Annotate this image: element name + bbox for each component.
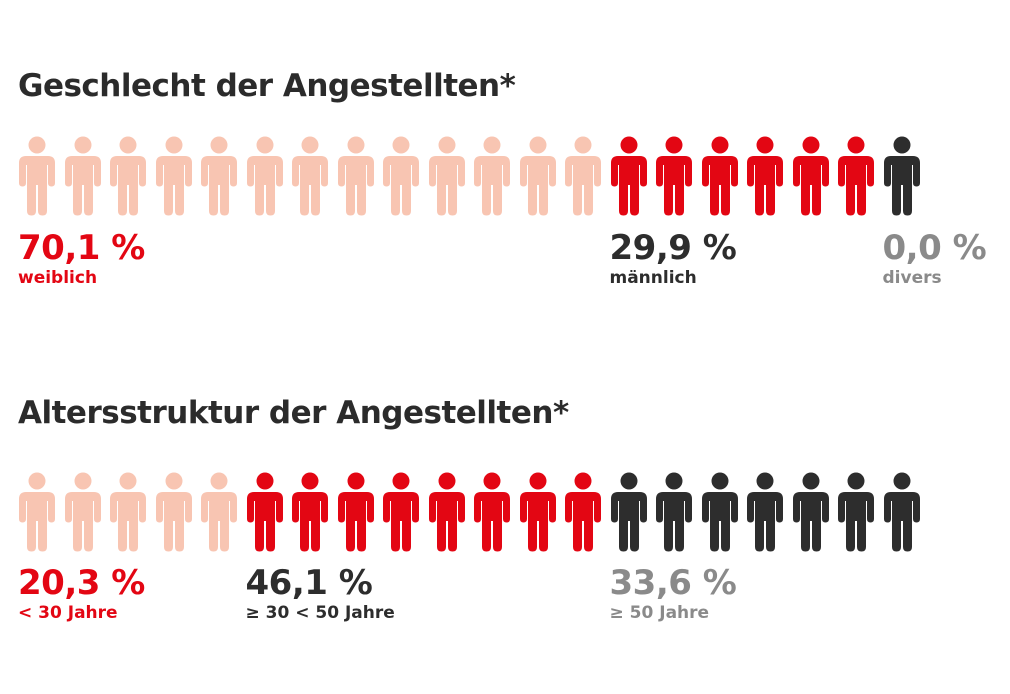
percentage-value: 33,6 %: [609, 563, 737, 603]
person-icon: [747, 136, 783, 216]
person-icon: [155, 136, 192, 216]
person-icon: [428, 136, 465, 216]
person-icon: [201, 472, 237, 552]
category-label: < 30 Jahre: [18, 603, 118, 623]
percentage-value: 0,0 %: [882, 228, 987, 268]
category-label: ≥ 30 < 50 Jahre: [245, 603, 395, 623]
percentage-value: 29,9 %: [609, 228, 737, 268]
gender-icon-row: [18, 136, 998, 216]
person-icon: [110, 472, 146, 552]
person-icon: [565, 136, 601, 216]
person-icon: [519, 136, 556, 216]
person-icon: [383, 472, 419, 552]
person-icon: [792, 472, 829, 552]
person-icon: [519, 472, 556, 552]
age-chart-title: Altersstruktur der Angestellten*: [18, 395, 569, 431]
category-label: weiblich: [18, 268, 98, 288]
person-icon: [747, 472, 783, 552]
person-icon: [838, 472, 874, 552]
person-icon: [701, 136, 738, 216]
percentage-value: 46,1 %: [245, 563, 373, 603]
person-icon: [337, 136, 374, 216]
person-icon: [883, 136, 920, 216]
person-icon: [656, 136, 692, 216]
person-icon: [474, 472, 510, 552]
person-icon: [383, 136, 419, 216]
person-icon: [246, 136, 283, 216]
person-icon: [565, 472, 601, 552]
person-icon: [64, 472, 101, 552]
person-icon: [337, 472, 374, 552]
age-icon-row: [18, 472, 998, 552]
category-label: männlich: [609, 268, 697, 288]
person-icon: [838, 136, 874, 216]
person-icon: [19, 136, 55, 216]
person-icon: [110, 136, 146, 216]
person-icon: [474, 136, 510, 216]
category-label: divers: [882, 268, 942, 288]
person-icon: [19, 472, 55, 552]
percentage-value: 20,3 %: [18, 563, 145, 603]
person-icon: [155, 472, 192, 552]
gender-chart-title: Geschlecht der Angestellten*: [18, 68, 516, 104]
category-label: ≥ 50 Jahre: [609, 603, 710, 623]
person-icon: [656, 472, 692, 552]
person-icon: [701, 472, 738, 552]
person-icon: [428, 472, 465, 552]
person-icon: [292, 136, 328, 216]
person-icon: [201, 136, 237, 216]
person-icon: [64, 136, 101, 216]
person-icon: [610, 472, 647, 552]
person-icon: [610, 136, 647, 216]
person-icon: [246, 472, 283, 552]
person-icon: [292, 472, 328, 552]
percentage-value: 70,1 %: [18, 228, 145, 268]
person-icon: [792, 136, 829, 216]
person-icon: [883, 472, 920, 552]
